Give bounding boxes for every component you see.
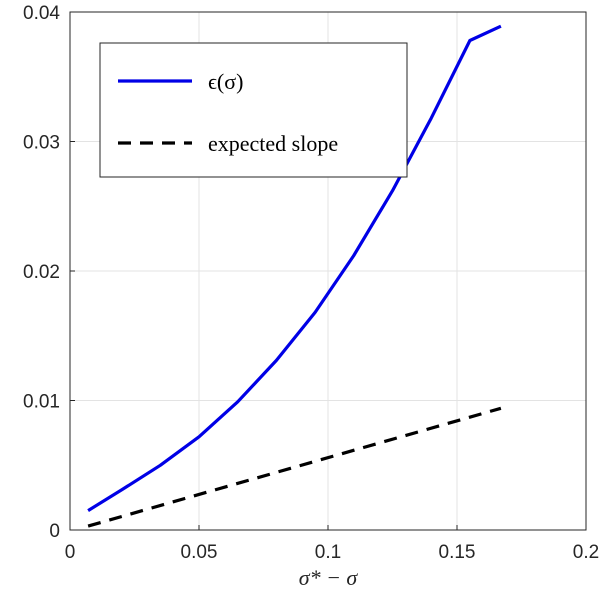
series-line-0	[87, 24, 502, 512]
legend-label-0: ϵ(σ)	[208, 69, 243, 94]
legend-label-1: expected slope	[208, 131, 338, 156]
y-tick-label: 0.03	[23, 133, 60, 154]
x-tick-label: 0	[65, 542, 76, 563]
legend: ϵ(σ) expected slope	[99, 42, 408, 178]
y-tick-label: 0.02	[23, 262, 60, 283]
x-tick-label: 0.2	[573, 542, 599, 563]
ticks: 0 0.05 0.1 0.15 0.2 0 0.01 0.02 0.03 0.04	[23, 3, 599, 563]
x-tick-label: 0.1	[315, 542, 341, 563]
y-tick-label: 0.04	[23, 3, 60, 24]
series-line-1	[87, 406, 502, 528]
x-tick-label: 0.05	[181, 542, 218, 563]
y-tick-label: 0.01	[23, 392, 60, 413]
legend-box	[99, 42, 408, 178]
y-tick-label: 0	[49, 521, 60, 542]
x-axis-label: σ* − σ	[299, 565, 359, 590]
x-tick-label: 0.15	[439, 542, 476, 563]
series-layer	[87, 24, 502, 528]
